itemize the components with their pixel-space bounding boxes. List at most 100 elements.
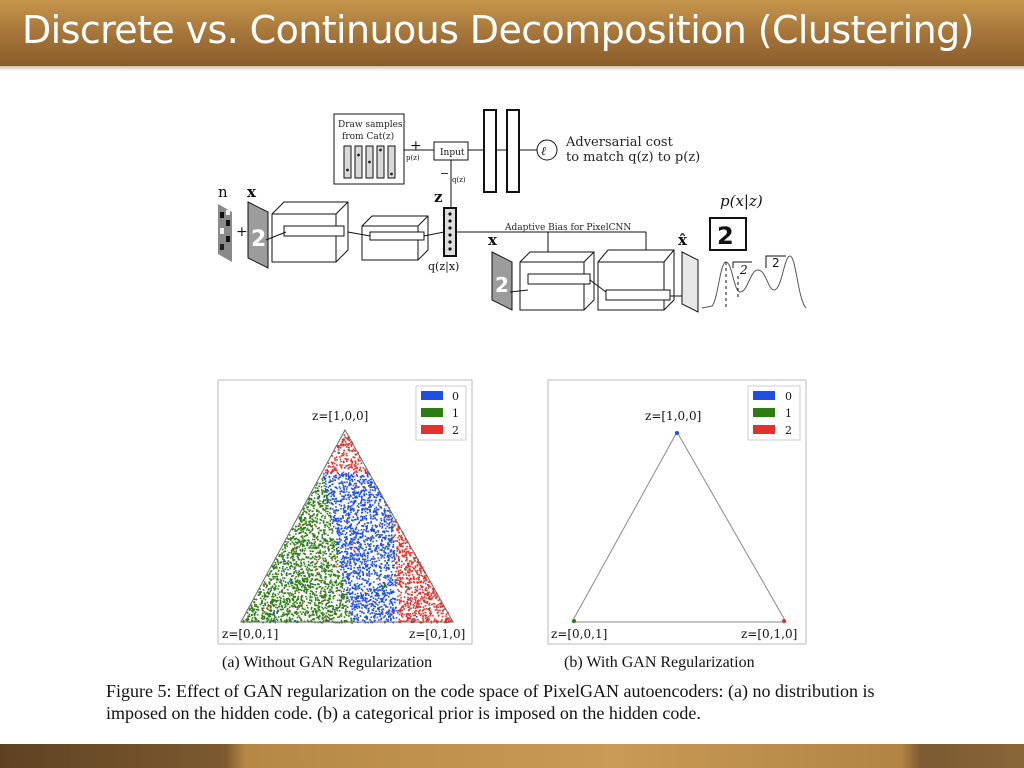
density-bracket-2 xyxy=(765,255,786,268)
scatter-point xyxy=(363,490,366,492)
scatter-point xyxy=(383,551,385,554)
scatter-point xyxy=(344,441,347,443)
scatter-point xyxy=(364,487,366,489)
scatter-point xyxy=(381,539,383,541)
scatter-point xyxy=(343,453,345,456)
scatter-point xyxy=(345,571,347,573)
scatter-point xyxy=(351,543,354,546)
scatter-point xyxy=(386,522,388,525)
scatter-point xyxy=(423,597,425,599)
scatter-point xyxy=(375,513,378,516)
scatter-point xyxy=(391,591,393,593)
scatter-point xyxy=(346,606,349,608)
scatter-point xyxy=(410,619,413,622)
scatter-point xyxy=(349,524,351,527)
scatter-point xyxy=(338,606,341,608)
scatter-point xyxy=(308,547,310,549)
scatter-point xyxy=(301,607,304,609)
scatter-point xyxy=(329,581,331,583)
scatter-point xyxy=(326,501,329,504)
scatter-point xyxy=(376,587,379,589)
scatter-point xyxy=(346,437,348,440)
scatter-point xyxy=(364,510,367,513)
scatter-point xyxy=(424,579,427,582)
scatter-point xyxy=(333,581,336,583)
scatter-point xyxy=(333,540,335,542)
scatter-point xyxy=(369,545,372,548)
scatter-point xyxy=(325,564,328,567)
scatter-point xyxy=(363,567,366,570)
scatter-point xyxy=(383,566,386,569)
scatter-point xyxy=(282,558,284,561)
scatter-point xyxy=(296,529,299,531)
scatter-point xyxy=(309,497,311,499)
scatter-point xyxy=(296,579,299,581)
scatter-point xyxy=(335,498,337,500)
scatter-point xyxy=(385,612,387,615)
scatter-point xyxy=(341,445,343,447)
scatter-point xyxy=(334,595,336,597)
scatter-point xyxy=(339,561,341,563)
scatter-point xyxy=(270,601,272,603)
scatter-point xyxy=(269,578,271,580)
scatter-point xyxy=(311,590,313,593)
scatter-point xyxy=(350,541,353,543)
scatter-point xyxy=(347,512,350,514)
scatter-point xyxy=(357,595,359,597)
scatter-point xyxy=(416,585,419,588)
scatter-point xyxy=(353,536,356,539)
scatter-point xyxy=(364,597,367,600)
scatter-point xyxy=(364,592,367,594)
scatter-point xyxy=(297,538,300,541)
scatter-point xyxy=(280,620,283,622)
scatter-point xyxy=(365,564,368,567)
arrow-enc1-enc2 xyxy=(347,231,371,237)
scatter-point xyxy=(262,589,265,591)
scatter-point xyxy=(422,618,424,620)
scatter-point xyxy=(317,558,320,561)
scatter-point xyxy=(405,585,408,588)
scatter-point xyxy=(388,595,390,598)
scatter-point xyxy=(391,602,393,605)
scatter-point xyxy=(326,472,329,474)
scatter-point xyxy=(445,619,448,621)
scatter-point xyxy=(333,525,335,528)
scatter-point xyxy=(415,604,418,607)
scatter-point xyxy=(325,576,327,578)
scatter-point xyxy=(385,536,387,539)
scatter-point xyxy=(322,537,324,540)
scatter-point xyxy=(370,595,373,598)
scatter-point xyxy=(338,594,341,596)
scatter-point xyxy=(301,599,303,601)
scatter-point xyxy=(362,486,364,488)
scatter-point xyxy=(302,531,304,533)
scatter-point xyxy=(331,455,334,457)
scatter-point xyxy=(388,510,390,512)
scatter-point xyxy=(390,598,393,601)
sample-dots xyxy=(346,148,393,176)
scatter-point xyxy=(328,529,331,531)
scatter-point xyxy=(300,514,303,516)
scatter-point xyxy=(336,607,339,609)
scatter-point xyxy=(365,617,368,620)
scatter-point xyxy=(267,592,269,594)
scatter-point xyxy=(291,618,294,620)
scatter-point xyxy=(312,573,314,576)
scatter-point xyxy=(355,526,358,528)
scatter-point xyxy=(411,591,414,593)
scatter-point xyxy=(293,559,296,561)
scatter-point xyxy=(361,600,364,602)
scatter-point xyxy=(378,524,381,526)
scatter-point xyxy=(326,498,328,500)
scatter-point xyxy=(345,525,347,528)
scatter-point xyxy=(325,559,327,561)
scatter-point xyxy=(354,462,357,465)
scatter-point xyxy=(304,522,307,525)
scatter-point xyxy=(337,616,339,619)
scatter-point xyxy=(395,570,397,573)
scatter-point xyxy=(272,567,275,569)
scatter-point xyxy=(361,517,364,520)
scatter-point xyxy=(275,585,277,588)
scatter-point xyxy=(329,614,331,617)
scatter-point xyxy=(336,532,339,535)
